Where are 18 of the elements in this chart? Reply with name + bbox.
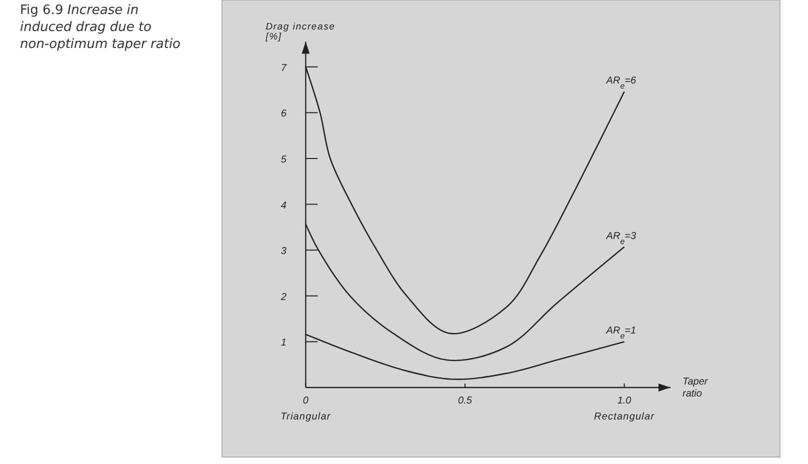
series-label: AR$_{e}$=1 [605, 326, 636, 340]
x-tick-label: 1.0 [617, 396, 632, 406]
x-tick-label: 0.5 [458, 396, 472, 406]
x-tick-label: 0 [302, 396, 309, 406]
y-tick-label: 4 [280, 200, 287, 212]
y-tick-label: 1 [280, 338, 286, 349]
y-tick-label: 2 [280, 292, 287, 303]
y-tick-label: 7 [280, 62, 287, 74]
text: Rectangular [594, 412, 655, 422]
series-label: AR$_{e}$=6 [605, 76, 636, 90]
chart-title: Fig 6.9 Increase in induced drag due to non-optimum taper ratio [20, 3, 181, 52]
text: Triangular [280, 412, 331, 422]
series-label: AR$_{e}$=3 [605, 230, 636, 246]
y-tick-label: 5 [280, 154, 287, 166]
y-axis-title: Drag increase [%] [264, 22, 336, 43]
y-tick-label: 6 [280, 108, 287, 120]
x-axis-title: Taper ratio [682, 376, 708, 400]
y-tick-label: 3 [280, 246, 287, 258]
